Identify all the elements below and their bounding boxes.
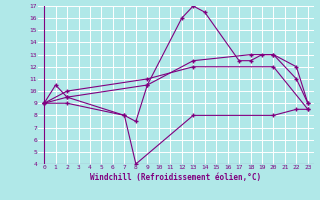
X-axis label: Windchill (Refroidissement éolien,°C): Windchill (Refroidissement éolien,°C) xyxy=(91,173,261,182)
